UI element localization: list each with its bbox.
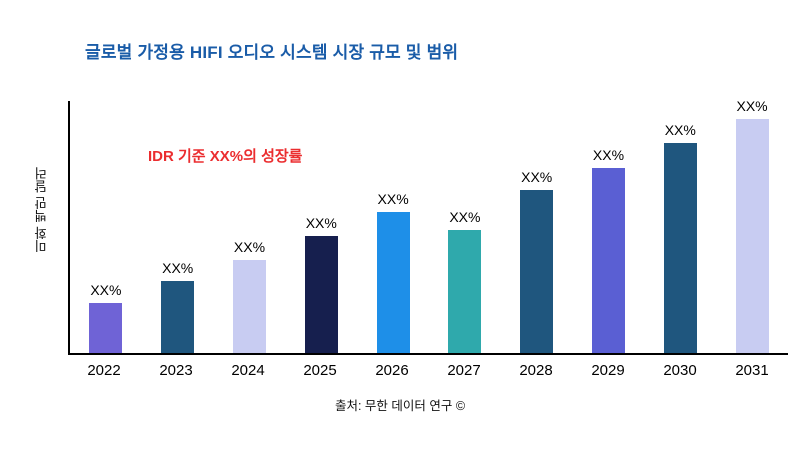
bar-col-2026: XX% [357, 191, 429, 353]
y-axis-label: 미화 백만 달러 [33, 167, 49, 253]
bar-value-label-2027: XX% [449, 209, 481, 225]
bar-2031 [735, 119, 769, 353]
bar-2023 [161, 281, 195, 353]
bar-2025 [304, 236, 338, 353]
bar-col-2030: XX% [644, 122, 716, 353]
bar-value-label-2031: XX% [736, 98, 768, 114]
plot-area: IDR 기준 XX%의 성장률 XX% XX% XX% XX% XX% XX% XX% XX%… [68, 98, 788, 355]
bar-value-label-2022: XX% [90, 282, 122, 298]
bar-value-label-2029: XX% [592, 147, 625, 163]
bar-col-2027: XX% [429, 209, 501, 353]
bar-2027 [448, 230, 482, 353]
bar-value-label-2025: XX% [305, 215, 337, 231]
x-label-2022: 2022 [87, 362, 121, 379]
bar-col-2023: XX% [142, 260, 214, 353]
bar-2029 [591, 168, 625, 353]
x-label-2031: 2031 [735, 362, 769, 379]
bar-value-label-2024: XX% [233, 239, 266, 255]
x-axis-labels: 2022 2023 2024 2025 2026 2027 2028 2029 2030 2031 [68, 362, 788, 379]
bar-value-label-2026: XX% [377, 191, 409, 207]
x-label-2029: 2029 [591, 362, 625, 379]
bar-2022 [89, 303, 123, 353]
x-label-2026: 2026 [375, 362, 409, 379]
bar-2028 [520, 190, 554, 353]
bar-col-2031: XX% [716, 98, 788, 353]
y-axis-label-wrap: 미화 백만 달러 [14, 101, 68, 379]
source-text: 출처: 무한 데이터 연구 © [334, 399, 466, 413]
bar-value-label-2028: XX% [521, 169, 553, 185]
bar-value-label-2030: XX% [664, 122, 696, 138]
x-label-2023: 2023 [159, 362, 193, 379]
x-label-2030: 2030 [663, 362, 697, 379]
plot-column: IDR 기준 XX%의 성장률 XX% XX% XX% XX% XX% XX% XX% XX%… [68, 98, 788, 379]
bar-col-2024: XX% [214, 239, 286, 353]
bar-2026 [376, 212, 410, 353]
bar-col-2025: XX% [285, 215, 357, 353]
x-label-2025: 2025 [303, 362, 337, 379]
bar-value-label-2023: XX% [162, 260, 194, 276]
bar-col-2022: XX% [70, 282, 142, 353]
x-label-2028: 2028 [519, 362, 553, 379]
bar-2024 [232, 260, 266, 353]
bar-2030 [663, 143, 697, 353]
x-label-2024: 2024 [231, 362, 265, 379]
bar-col-2028: XX% [501, 169, 573, 353]
x-label-2027: 2027 [447, 362, 481, 379]
chart-body: 미화 백만 달러 IDR 기준 XX%의 성장률 XX% XX% XX% XX% XX%… [0, 98, 800, 379]
bar-col-2029: XX% [573, 147, 645, 353]
growth-annotation: IDR 기준 XX%의 성장률 [148, 148, 303, 165]
chart-title: 글로벌 가정용 HIFI 오디오 시스템 시장 규모 및 범위 [85, 43, 459, 62]
